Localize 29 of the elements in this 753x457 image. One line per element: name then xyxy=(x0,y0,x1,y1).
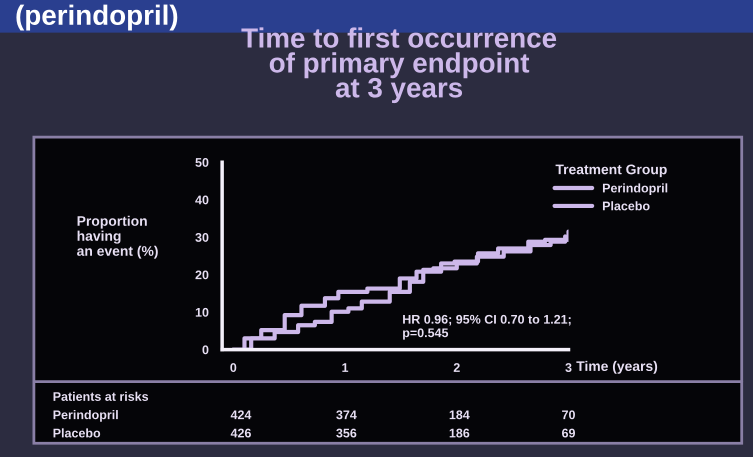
legend-title: Treatment Group xyxy=(556,164,667,178)
y-tick-label: 50 xyxy=(195,158,208,167)
chart-title: Time to first occurrence of primary endpoint at 3 years xyxy=(241,27,556,104)
y-tick-label: 30 xyxy=(195,232,208,242)
text: 426 xyxy=(230,428,251,438)
y-tick-label: 10 xyxy=(196,308,208,317)
annotation: HR 0.96; 95% CI 0.70 to 1.21; p=0.545 xyxy=(403,314,571,340)
chart-subtitle: (perindopril) xyxy=(16,4,178,30)
x-tick-label: 3 xyxy=(565,363,572,372)
y-tick-label: 40 xyxy=(195,196,208,204)
legend-label: Placebo xyxy=(602,201,650,210)
text: Placebo xyxy=(54,428,100,438)
y-tick-label: 20 xyxy=(195,270,208,280)
text: Patients at risks xyxy=(54,392,148,401)
text: 70 xyxy=(562,410,575,420)
text: Perindopril xyxy=(54,410,118,422)
text: 186 xyxy=(450,428,470,438)
x-axis-title: Time (years) xyxy=(576,360,658,374)
y-axis-title: Proportion having an event (%) xyxy=(77,216,158,259)
y-tick-label: 0 xyxy=(202,345,208,354)
text: 356 xyxy=(336,428,356,438)
text: 69 xyxy=(562,428,576,438)
text: 374 xyxy=(336,410,357,420)
x-tick-label: 2 xyxy=(454,363,460,372)
text: 424 xyxy=(230,410,252,420)
legend-label: Perindopril xyxy=(602,183,668,195)
text: 184 xyxy=(450,410,470,420)
x-tick-label: 0 xyxy=(230,363,236,372)
x-tick-label: 1 xyxy=(342,363,348,372)
